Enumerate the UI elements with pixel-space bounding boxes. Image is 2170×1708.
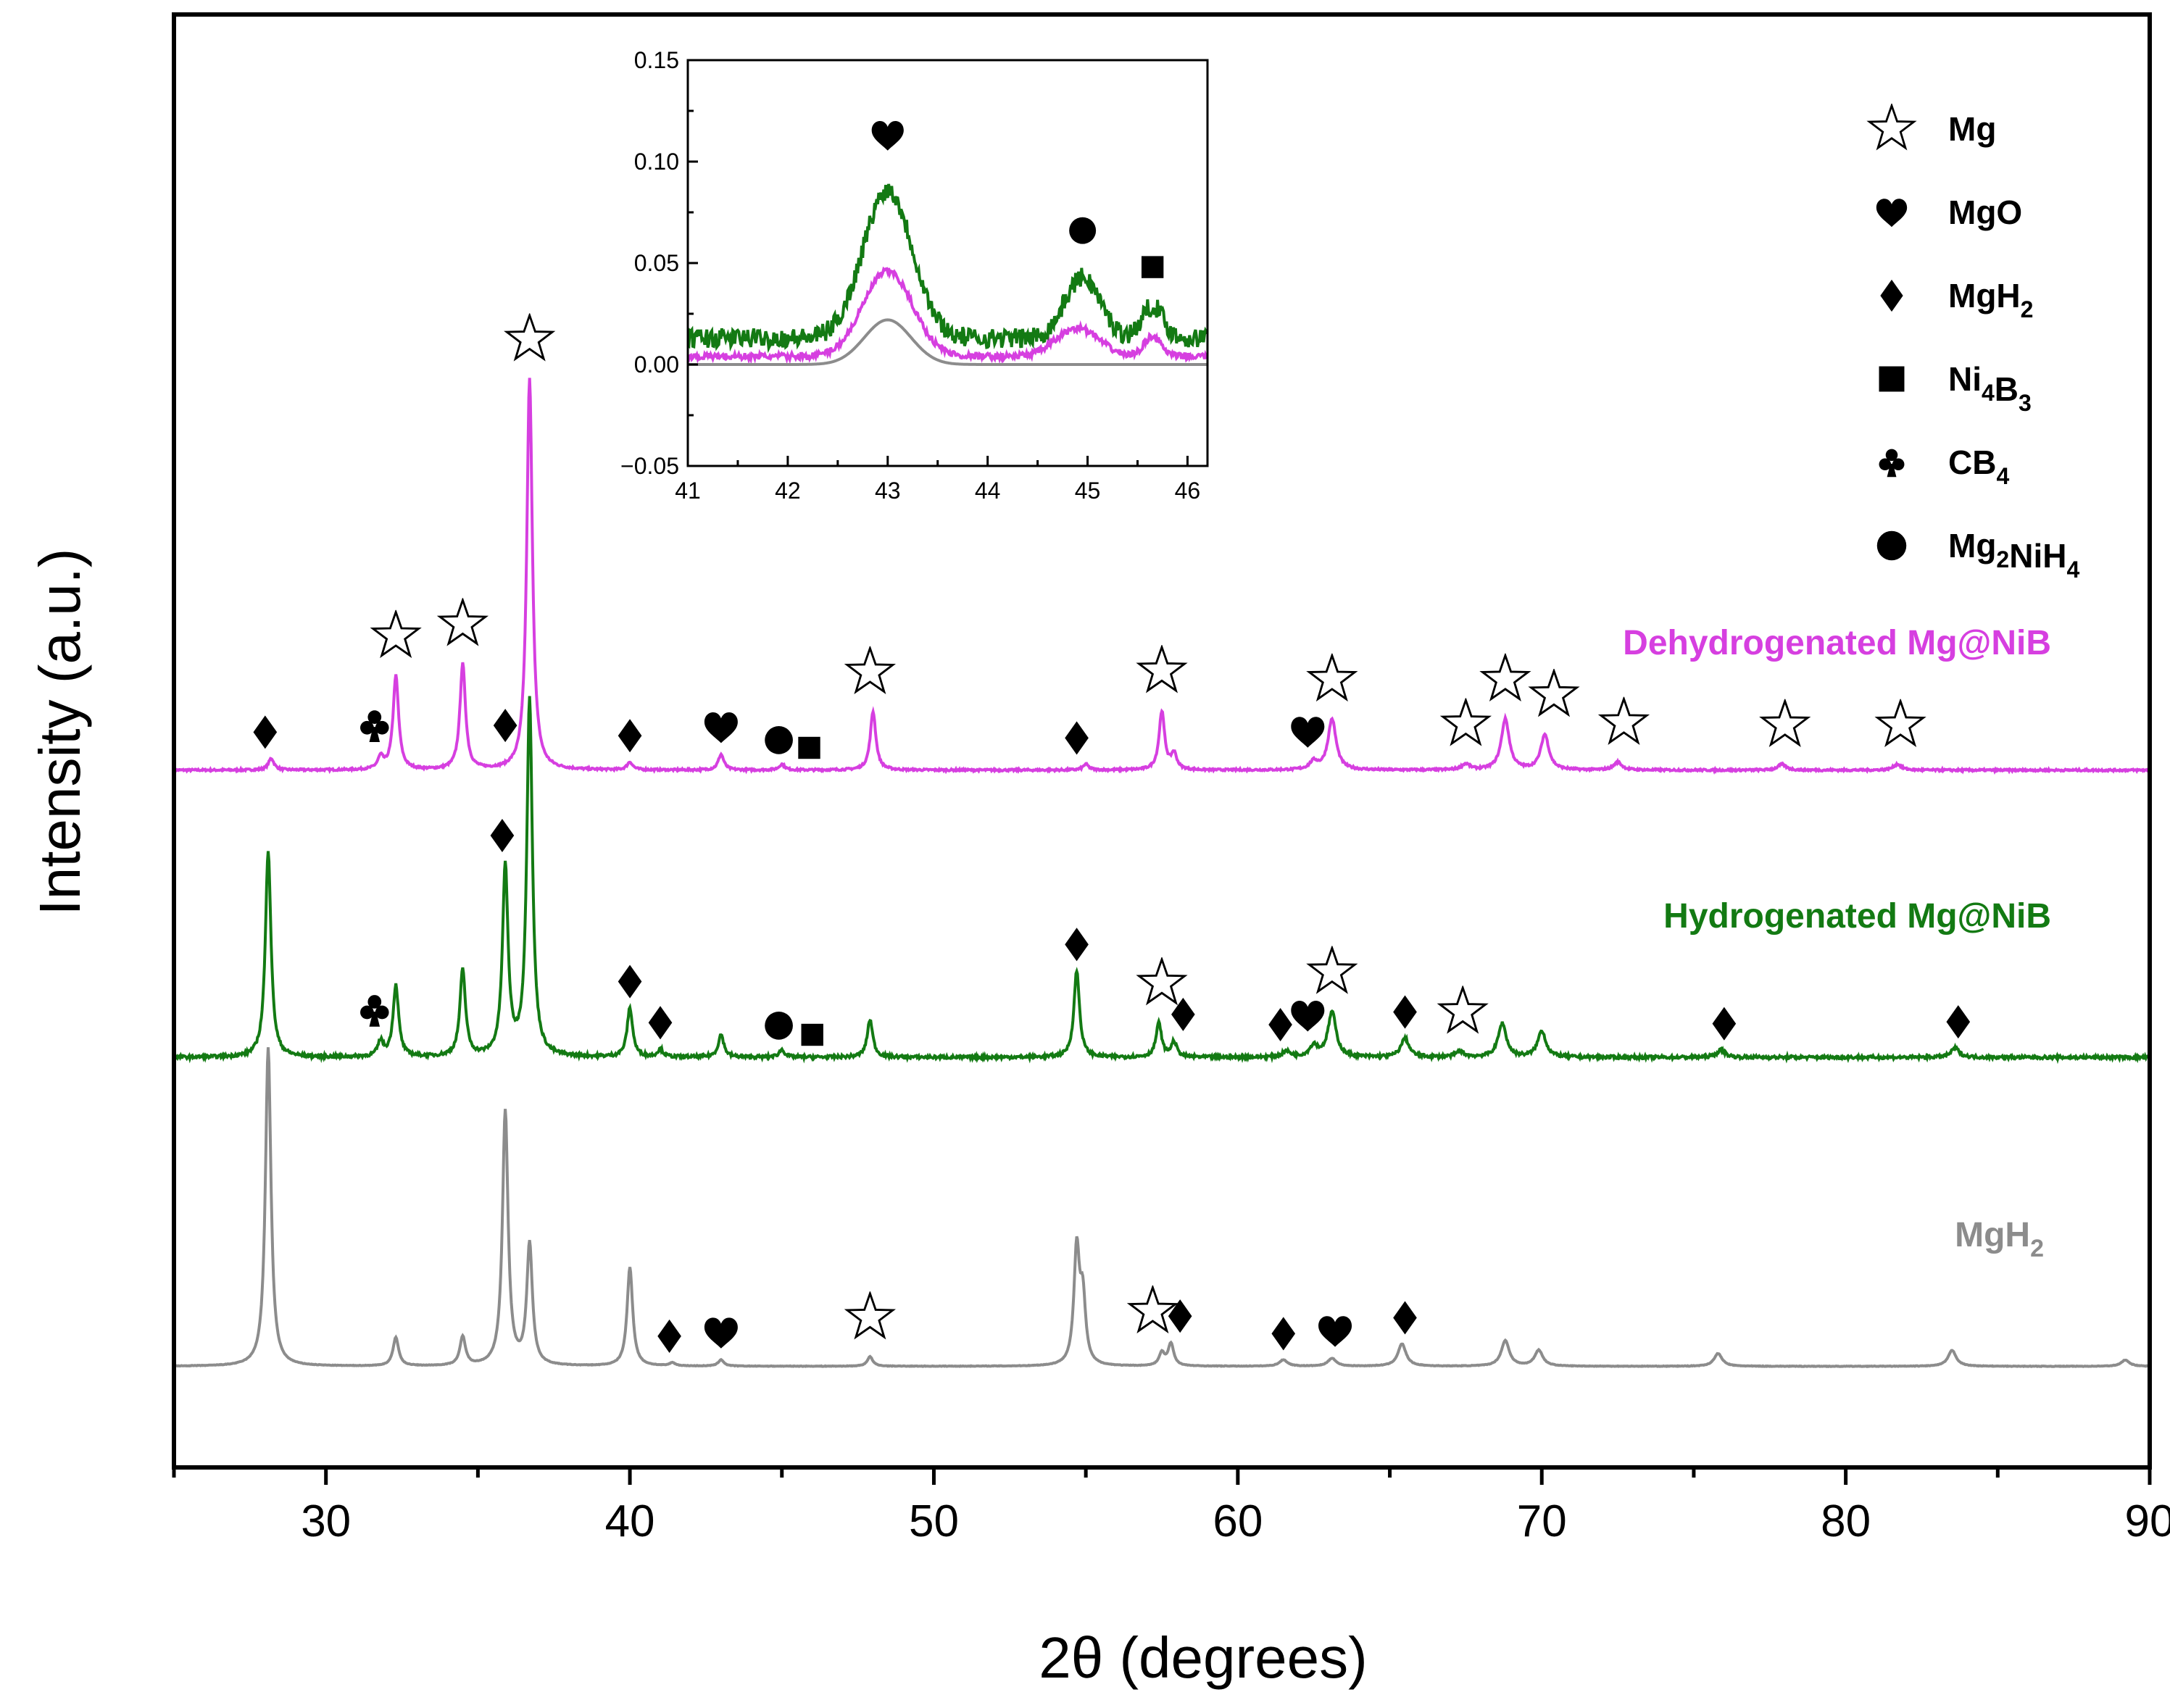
inset-x-tick-label: 42 (775, 478, 801, 504)
legend-item: Mg (1868, 104, 1996, 149)
inset-line-mgh2 (688, 318, 1207, 366)
phase-marker-circle (765, 726, 793, 754)
inset-curves (688, 183, 1207, 366)
x-tick-label: 70 (1517, 1496, 1567, 1546)
inset-marker-square (1141, 256, 1164, 278)
x-tick-label: 80 (1821, 1496, 1871, 1546)
plot-frame (172, 12, 2152, 1470)
inset-x-axis: 41 42 43 44 45 46 (675, 456, 1200, 504)
phase-marker-circle (765, 1011, 793, 1040)
inset-x-tick-label: 45 (1075, 478, 1101, 504)
inset-x-tick-label: 41 (675, 478, 701, 504)
series-line-mgh2 (174, 1047, 2150, 1369)
diffraction-curves (174, 378, 2150, 1369)
inset-marker-circle (1069, 217, 1097, 244)
x-tick-label: 50 (909, 1496, 959, 1546)
y-axis-label: Intensity (a.u.) (28, 549, 92, 916)
curve-label-dehydrogenated: Dehydrogenated Mg@NiB (1623, 624, 2051, 662)
legend-item: Mg2NiH4 (1876, 527, 2079, 583)
legend-item: MgH2 (1880, 277, 2033, 322)
legend-label: CB4 (1948, 443, 2009, 489)
legend-symbol-circle (1876, 530, 1907, 561)
legend-label: MgO (1948, 193, 2022, 231)
inset-y-axis: −0.05 0.00 0.05 0.10 0.15 (620, 47, 698, 479)
x-tick-label: 90 (2125, 1496, 2170, 1546)
x-axis: 30 40 50 60 70 80 90 (172, 1467, 2170, 1546)
inset-x-tick-label: 43 (875, 478, 901, 504)
legend-symbol-square (1879, 366, 1905, 392)
inset-y-tick-label: −0.05 (620, 453, 679, 479)
x-tick-label: 40 (605, 1496, 655, 1546)
curve-labels: Dehydrogenated Mg@NiB Hydrogenated Mg@NiB… (1623, 624, 2051, 1262)
x-tick-label: 60 (1213, 1496, 1263, 1546)
legend-label: Mg (1948, 110, 1996, 148)
series-line-dehydrogenated (174, 378, 2150, 775)
inset-y-tick-label: 0.10 (634, 149, 679, 175)
x-axis-label: 2θ (degrees) (1039, 1625, 1368, 1690)
legend-item: CB4 (1879, 443, 2009, 489)
inset-y-tick-label: 0.00 (634, 351, 679, 378)
inset-line-hydrogenated (688, 183, 1207, 354)
curve-label-mgh2: MgH2 (1955, 1216, 2044, 1262)
legend-item: MgO (1876, 193, 2022, 231)
phase-marker-square (801, 1023, 823, 1046)
x-tick-label: 30 (301, 1496, 351, 1546)
legend-label: Mg2NiH4 (1948, 527, 2079, 583)
inset-x-tick-label: 44 (975, 478, 1001, 504)
inset-background (688, 60, 1207, 466)
series-line-hydrogenated (174, 696, 2150, 1065)
legend: Mg MgO MgH2 Ni4B3 CB4 Mg2NiH4 (1868, 104, 2079, 583)
phase-marker-square (798, 736, 820, 759)
inset-y-tick-label: 0.15 (634, 47, 679, 73)
legend-label: Ni4B3 (1948, 360, 2032, 416)
legend-item: Ni4B3 (1879, 360, 2032, 416)
inset-chart: 41 42 43 44 45 46 −0.05 0.00 0.05 0.10 0.15 (620, 47, 1209, 504)
curve-label-hydrogenated: Hydrogenated Mg@NiB (1663, 897, 2051, 936)
inset-x-tick-label: 46 (1175, 478, 1201, 504)
inset-line-dehydrogenated (688, 266, 1207, 365)
legend-label: MgH2 (1948, 277, 2033, 322)
inset-y-tick-label: 0.05 (634, 250, 679, 276)
